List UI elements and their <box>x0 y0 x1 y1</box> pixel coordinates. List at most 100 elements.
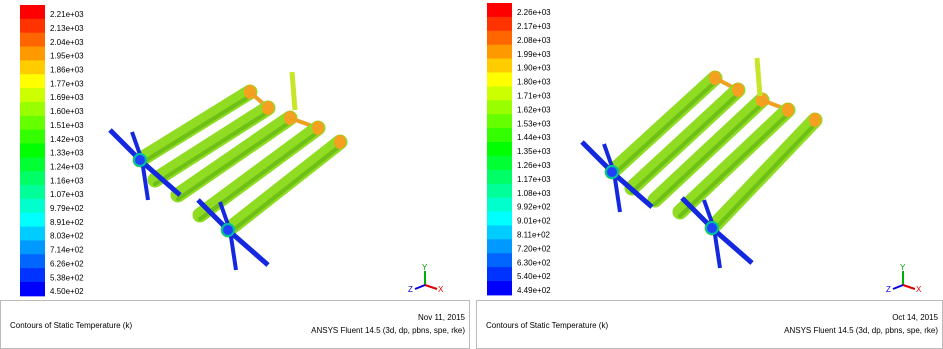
colorbar-segment <box>487 45 512 59</box>
colorbar-segment <box>20 33 45 47</box>
colorbar-label: 2.21e+03 <box>50 10 84 19</box>
colorbar-segment <box>20 60 45 74</box>
axis-x <box>903 285 915 289</box>
colorbar-segment <box>487 239 512 253</box>
colorbar-label: 9.01e+02 <box>517 217 551 226</box>
colorbar-segment <box>487 114 512 128</box>
footer-title: Contours of Static Temperature (k) <box>486 321 608 330</box>
pipe-end <box>732 83 744 97</box>
colorbar-segment <box>20 130 45 144</box>
colorbar-segment <box>20 116 45 130</box>
riser <box>292 72 295 110</box>
colorbar-segment <box>20 144 45 158</box>
colorbar-segment <box>487 100 512 114</box>
colorbar-label: 1.24e+03 <box>50 162 84 171</box>
colorbar-label: 1.86e+03 <box>50 66 84 75</box>
colorbar-label: 7.14e+02 <box>50 246 84 255</box>
colorbar-label: 6.30e+02 <box>517 258 551 267</box>
colorbar-label: 2.26e+03 <box>517 8 551 17</box>
colorbar-label: 1.71e+03 <box>517 92 551 101</box>
colorbar-segment <box>487 212 512 226</box>
colorbar-segment <box>20 19 45 33</box>
colorbar-segment <box>20 227 45 241</box>
colorbar-label: 2.13e+03 <box>50 24 84 33</box>
colorbar-label: 6.26e+02 <box>50 259 84 268</box>
colorbar-segment <box>20 74 45 88</box>
colorbar-label: 8.91e+02 <box>50 218 84 227</box>
colorbar-label: 1.90e+03 <box>517 64 551 73</box>
colorbar-label: 2.08e+03 <box>517 36 551 45</box>
pipe-end <box>782 103 794 117</box>
axis-label: Z <box>408 285 413 294</box>
colorbar-label: 8.11e+02 <box>517 231 551 240</box>
colorbar-segment <box>20 88 45 102</box>
axis-label: X <box>916 285 922 294</box>
colorbar-segment <box>487 184 512 198</box>
colorbar-segment <box>20 240 45 254</box>
colorbar-segment <box>487 170 512 184</box>
colorbar-label: 8.03e+02 <box>50 232 84 241</box>
colorbar-label: 1.51e+03 <box>50 121 84 130</box>
riser <box>757 58 760 96</box>
colorbar-label: 5.40e+02 <box>517 272 551 281</box>
colorbar-segment <box>20 5 45 19</box>
colorbar-label: 1.69e+03 <box>50 93 84 102</box>
axis-label: X <box>438 285 444 294</box>
colorbar-segment <box>487 59 512 73</box>
colorbar-label: 1.17e+03 <box>517 175 551 184</box>
colorbar-segment <box>487 267 512 281</box>
colorbar-label: 9.79e+02 <box>50 204 84 213</box>
panel: 2.21e+032.13e+032.04e+031.95e+031.86e+03… <box>1 5 470 349</box>
inlet-cap <box>222 224 234 236</box>
colorbar-segment <box>20 171 45 185</box>
colorbar-segment <box>487 86 512 100</box>
colorbar-segment <box>20 213 45 227</box>
pipe-end <box>262 101 274 115</box>
colorbar-label: 9.92e+02 <box>517 203 551 212</box>
colorbar-segment <box>20 185 45 199</box>
colorbar-segment <box>487 253 512 267</box>
colorbar-segment <box>487 73 512 87</box>
colorbar-segment <box>487 3 512 17</box>
colorbar-segment <box>20 47 45 61</box>
colorbar-label: 2.17e+03 <box>517 22 551 31</box>
colorbar-segment <box>20 199 45 213</box>
colorbar-segment <box>487 17 512 31</box>
colorbar-label: 5.38e+02 <box>50 273 84 282</box>
pipe-end <box>809 113 821 127</box>
pipe-end <box>312 121 324 135</box>
colorbar-label: 1.80e+03 <box>517 78 551 87</box>
axis-label: Y <box>900 263 906 272</box>
footer-software: ANSYS Fluent 14.5 (3d, dp, pbns, spe, rk… <box>784 326 938 335</box>
colorbar-label: 1.99e+03 <box>517 50 551 59</box>
colorbar-segment <box>20 254 45 268</box>
axis-z <box>893 285 903 289</box>
inlet-cap <box>134 154 146 166</box>
panel: 2.26e+03 2.17e+03 2.08e+03 1.99e+03 1.90e+03… <box>477 3 943 349</box>
colorbar-label: 1.77e+03 <box>50 79 84 88</box>
colorbar-label: 1.08e+03 <box>517 189 551 198</box>
colorbar-label: 1.26e+03 <box>517 161 551 170</box>
colorbar-label: 1.42e+03 <box>50 135 84 144</box>
colorbar-segment <box>487 142 512 156</box>
colorbar-segment <box>20 268 45 282</box>
axis-label: Y <box>422 263 428 272</box>
colorbar-label: 1.53e+03 <box>517 119 551 128</box>
footer-date: Nov 11, 2015 <box>418 313 466 322</box>
footer-title: Contours of Static Temperature (k) <box>10 321 132 330</box>
colorbar-segment <box>487 128 512 142</box>
colorbar-segment <box>20 157 45 171</box>
colorbar-segment <box>487 281 512 295</box>
footer-software: ANSYS Fluent 14.5 (3d, dp, pbns, spe, rk… <box>311 326 465 335</box>
screenshot: 2.21e+032.13e+032.04e+031.95e+031.86e+03… <box>0 0 943 349</box>
axis-z <box>415 285 425 289</box>
colorbar-label: 4.49e+02 <box>517 286 551 295</box>
colorbar-label: 2.04e+03 <box>50 38 84 47</box>
colorbar-label: 1.62e+03 <box>517 105 551 114</box>
colorbar-segment <box>487 31 512 45</box>
pipe-end <box>334 135 346 149</box>
inlet-cap <box>706 222 718 234</box>
colorbar-segment <box>487 156 512 170</box>
footer-date: Oct 14, 2015 <box>892 313 938 322</box>
colorbar-segment <box>20 102 45 116</box>
